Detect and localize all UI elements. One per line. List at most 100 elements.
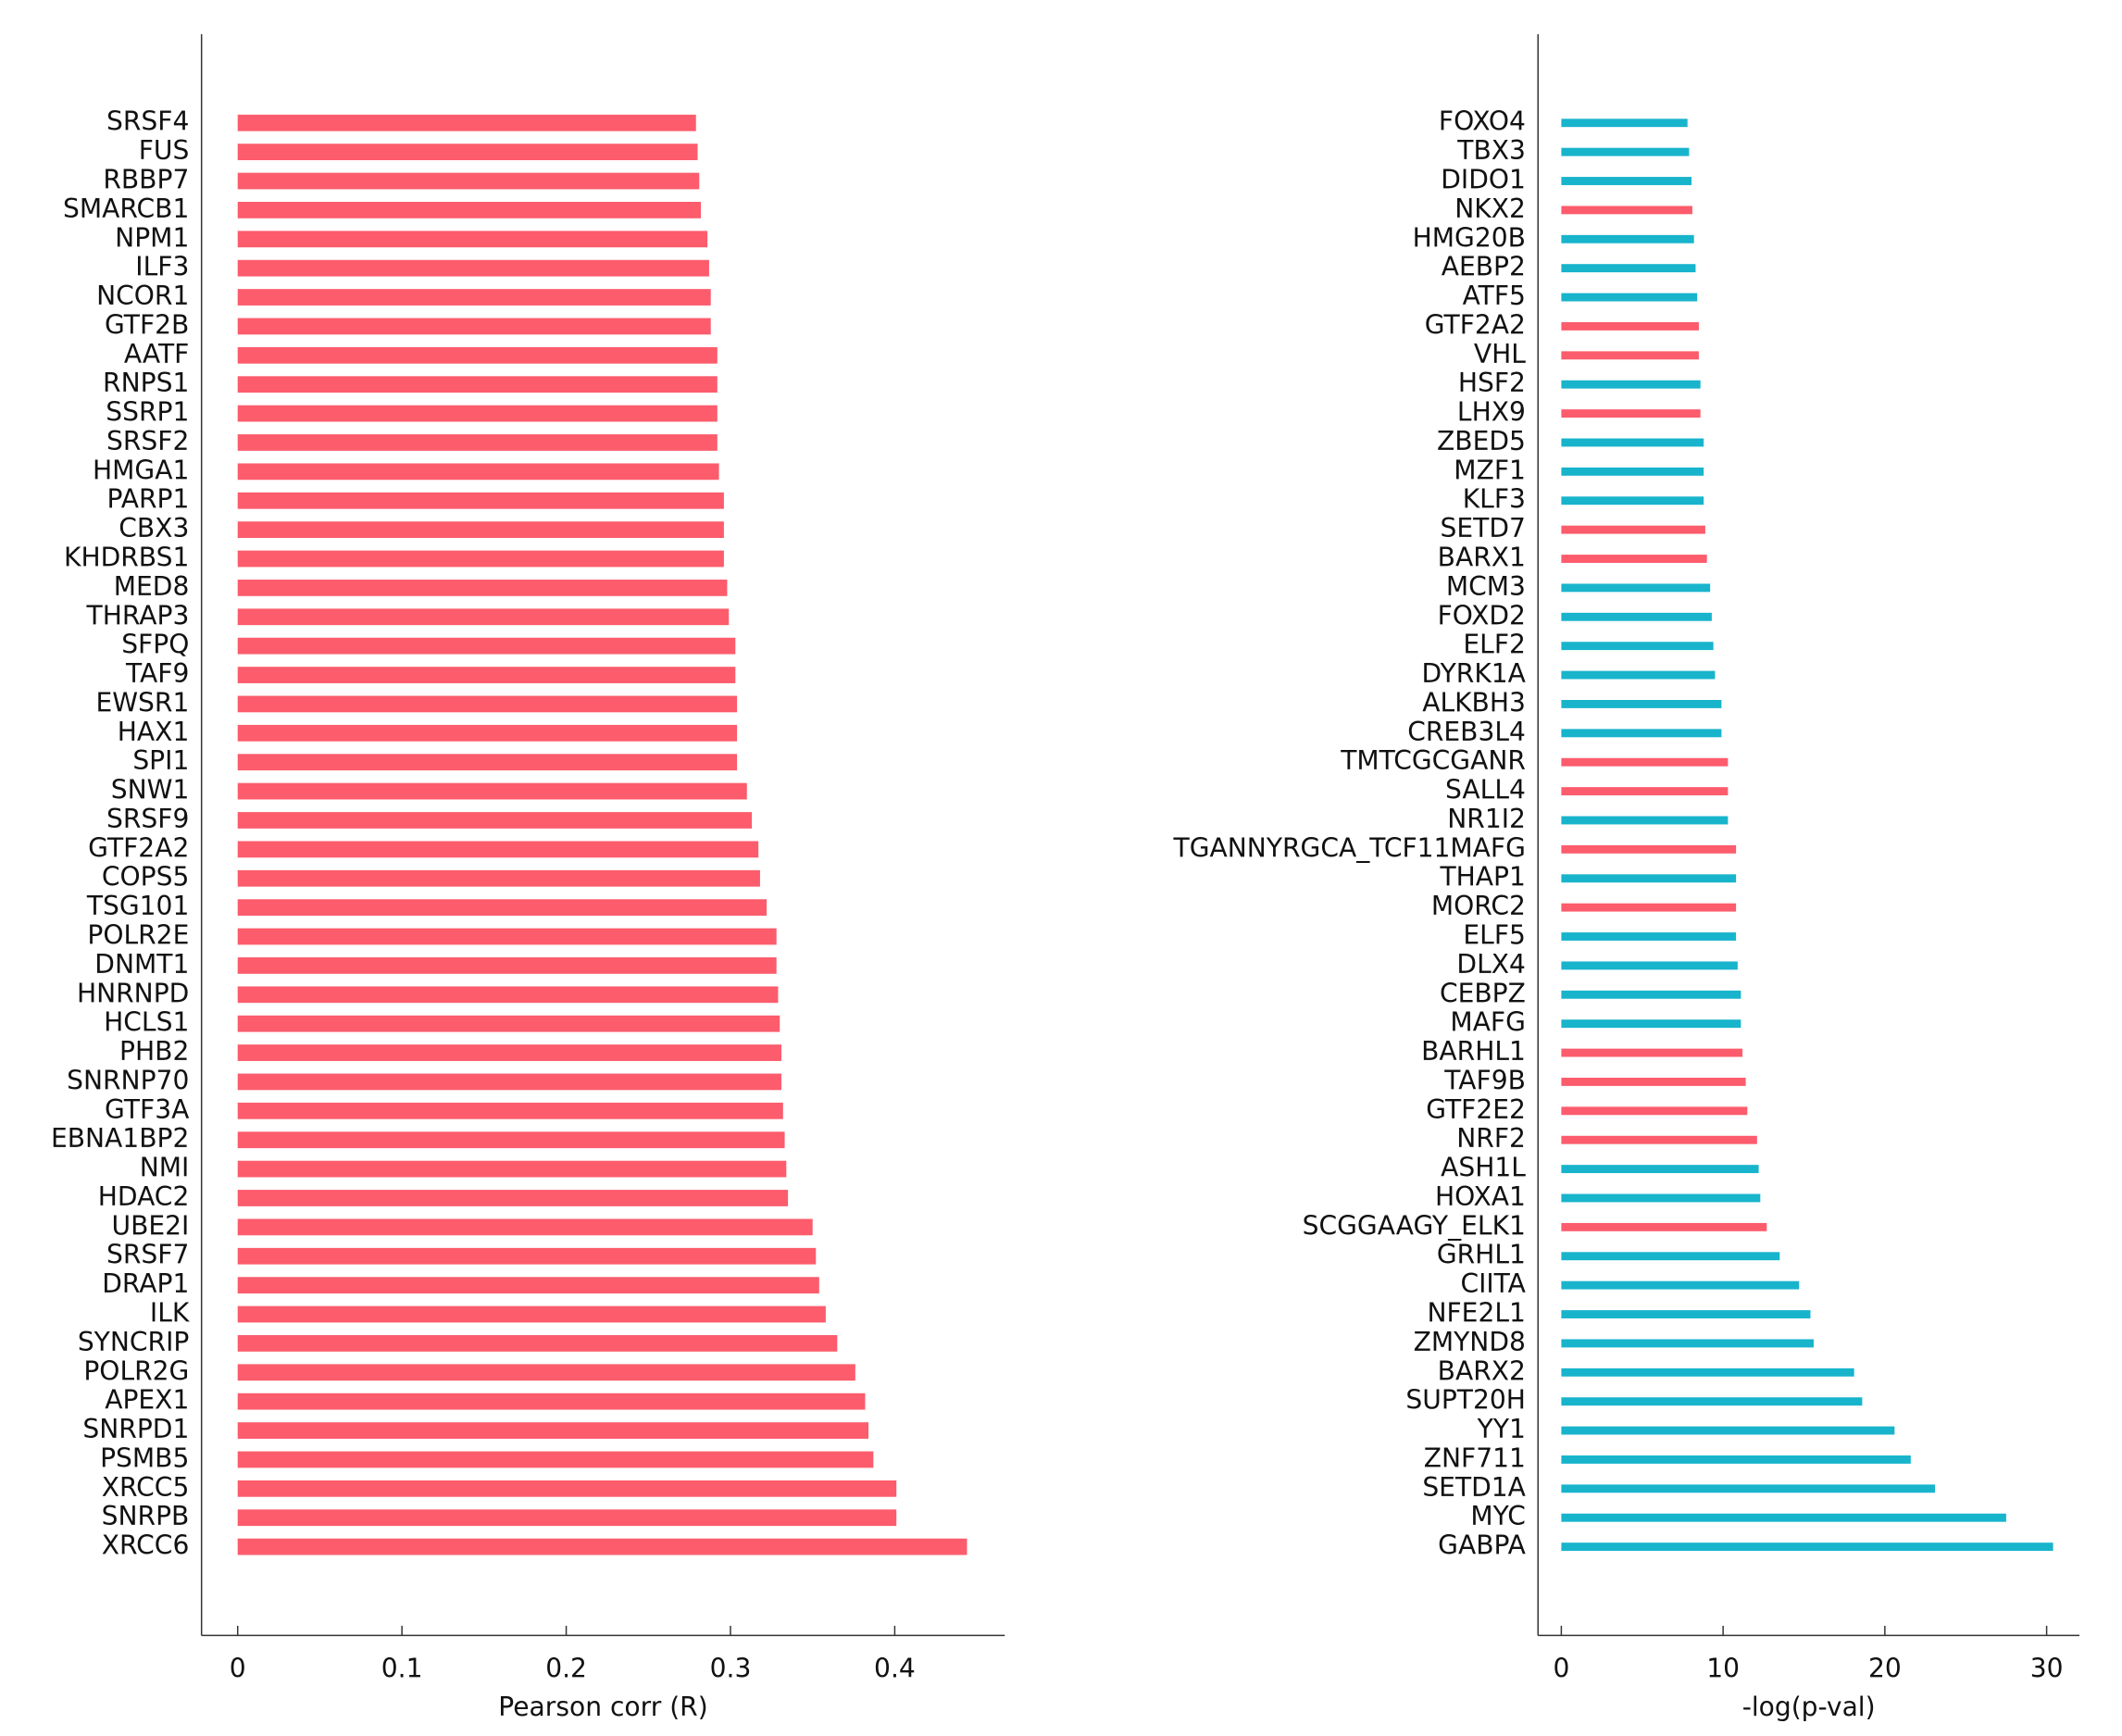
category-label: DIDO1 bbox=[1441, 165, 1526, 195]
bar bbox=[237, 986, 779, 1004]
category-label: EBNA1BP2 bbox=[51, 1123, 189, 1154]
bar bbox=[237, 1160, 787, 1178]
category-label: NCOR1 bbox=[96, 281, 189, 311]
bar bbox=[237, 259, 709, 277]
bar bbox=[237, 405, 718, 422]
category-label: SALL4 bbox=[1445, 775, 1526, 806]
category-label: MED8 bbox=[114, 571, 190, 602]
bar bbox=[237, 1102, 783, 1119]
bar bbox=[237, 1247, 817, 1265]
category-label: RBBP7 bbox=[103, 165, 189, 195]
category-label: SNRPD1 bbox=[82, 1414, 189, 1444]
bar bbox=[1561, 1048, 1743, 1057]
category-label: NRF2 bbox=[1456, 1123, 1526, 1154]
bar bbox=[1561, 699, 1722, 708]
category-label: GRHL1 bbox=[1437, 1240, 1526, 1270]
bar bbox=[237, 667, 736, 683]
bar bbox=[1561, 206, 1692, 215]
bar bbox=[1561, 351, 1699, 360]
category-label: PARP1 bbox=[107, 484, 190, 515]
x-tick-label: 0.3 bbox=[710, 1653, 752, 1683]
category-label: CEBPZ bbox=[1440, 978, 1526, 1008]
category-label: DYRK1A bbox=[1421, 658, 1525, 689]
category-label: HSF2 bbox=[1458, 368, 1526, 398]
bar bbox=[1561, 119, 1688, 128]
category-label: CBX3 bbox=[119, 513, 189, 543]
category-label: MORC2 bbox=[1431, 891, 1526, 921]
category-label: SFPQ bbox=[121, 630, 189, 660]
category-label: SNRPB bbox=[102, 1501, 190, 1531]
bar bbox=[1561, 990, 1741, 999]
category-label: APEX1 bbox=[105, 1385, 189, 1416]
category-label: BARX2 bbox=[1438, 1355, 1526, 1386]
bar bbox=[237, 289, 711, 306]
bar bbox=[237, 1073, 781, 1091]
category-label: THRAP3 bbox=[86, 600, 190, 631]
category-label: NFE2L1 bbox=[1427, 1298, 1525, 1329]
category-label: DNMT1 bbox=[94, 949, 189, 980]
x-axis-label: -log(p-val) bbox=[1742, 1692, 1876, 1722]
bar bbox=[237, 172, 700, 190]
bar bbox=[237, 1190, 789, 1206]
category-label: AEBP2 bbox=[1442, 252, 1526, 282]
bar bbox=[1561, 787, 1729, 796]
category-label: DRAP1 bbox=[102, 1268, 189, 1299]
bar bbox=[237, 637, 736, 655]
bar bbox=[237, 841, 759, 858]
category-label: TMTCGCGANR bbox=[1340, 745, 1526, 776]
bar bbox=[1561, 670, 1716, 680]
bar bbox=[237, 434, 718, 451]
category-label: XRCC6 bbox=[102, 1530, 190, 1561]
category-label: SYNCRIP bbox=[78, 1327, 190, 1357]
bar bbox=[237, 318, 711, 335]
bar bbox=[237, 1393, 866, 1410]
category-label: POLR2G bbox=[83, 1355, 189, 1386]
bar bbox=[1561, 409, 1701, 418]
category-label: VHL bbox=[1474, 339, 1526, 369]
bar bbox=[1561, 612, 1712, 621]
category-label: TBX3 bbox=[1456, 135, 1526, 166]
bar bbox=[1561, 729, 1722, 738]
category-label: LHX9 bbox=[1457, 397, 1526, 428]
category-label: PHB2 bbox=[119, 1036, 189, 1067]
category-label: DLX4 bbox=[1456, 949, 1525, 980]
category-label: YY1 bbox=[1477, 1414, 1526, 1444]
category-label: POLR2E bbox=[87, 920, 189, 951]
bar bbox=[237, 1305, 826, 1323]
category-label: ELF5 bbox=[1463, 920, 1526, 951]
category-label: SRSF7 bbox=[106, 1240, 189, 1270]
category-label: HCLS1 bbox=[104, 1007, 189, 1038]
category-label: TSG101 bbox=[86, 891, 190, 921]
category-label: THAP1 bbox=[1439, 862, 1525, 893]
x-tick-label: 0 bbox=[1553, 1653, 1569, 1683]
category-label: HMG20B bbox=[1413, 222, 1526, 253]
category-label: ALKBH3 bbox=[1422, 687, 1526, 718]
bar bbox=[1561, 1368, 1854, 1377]
bar bbox=[1561, 1310, 1811, 1318]
category-label: ATF5 bbox=[1463, 281, 1526, 311]
bar bbox=[1561, 816, 1729, 825]
bar bbox=[237, 376, 718, 393]
bar bbox=[1561, 321, 1699, 331]
bar bbox=[1561, 438, 1704, 447]
bar bbox=[237, 928, 777, 945]
category-label: CIITA bbox=[1460, 1268, 1525, 1299]
category-label: GTF2A2 bbox=[88, 832, 189, 863]
category-label: ZBED5 bbox=[1437, 426, 1526, 456]
category-label: MCM3 bbox=[1446, 571, 1526, 602]
bar bbox=[237, 1422, 869, 1439]
category-label: NMI bbox=[140, 1153, 190, 1183]
category-label: UBE2I bbox=[112, 1210, 190, 1241]
bar bbox=[237, 1218, 813, 1236]
x-tick-label: 20 bbox=[1868, 1653, 1902, 1683]
category-label: ZNF711 bbox=[1424, 1443, 1526, 1473]
category-label: CREB3L4 bbox=[1407, 717, 1526, 747]
bar bbox=[237, 1509, 897, 1527]
category-label: SRSF9 bbox=[106, 804, 189, 834]
category-label: COPS5 bbox=[102, 862, 189, 893]
category-label: HOXA1 bbox=[1435, 1181, 1526, 1212]
bar bbox=[1561, 1339, 1814, 1348]
bar bbox=[237, 521, 724, 539]
bar bbox=[1561, 903, 1737, 912]
bar bbox=[1561, 1542, 2053, 1552]
